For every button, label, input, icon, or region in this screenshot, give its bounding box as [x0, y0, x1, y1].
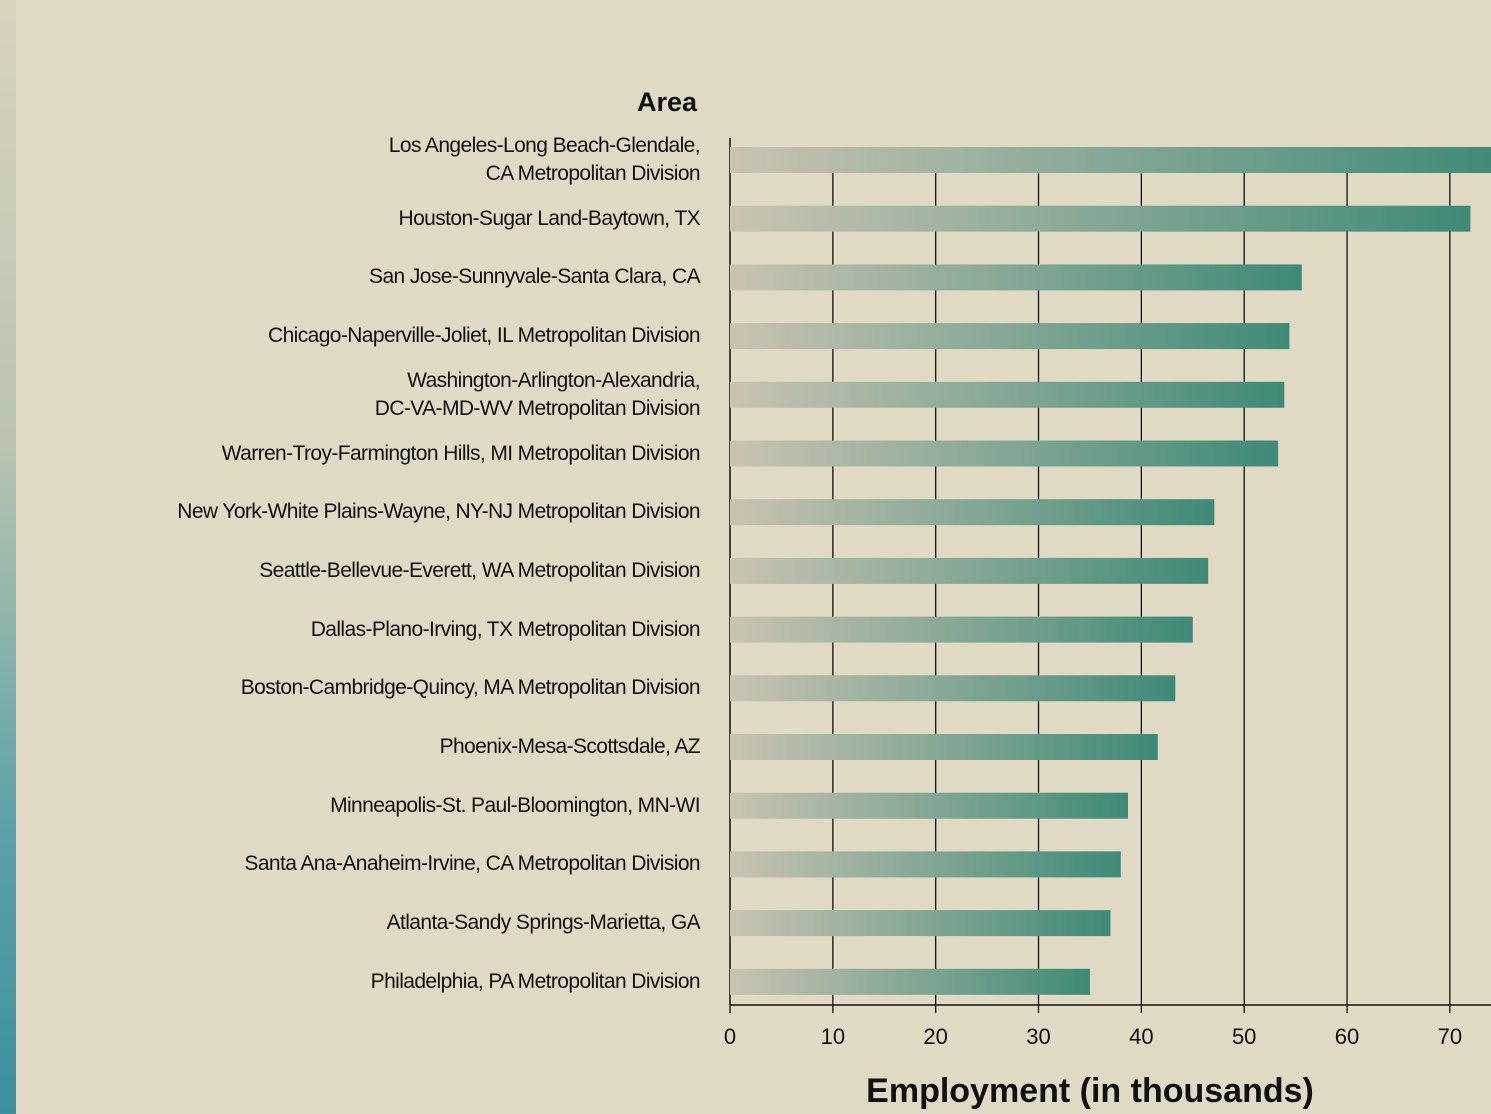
- y-tick-label: Boston-Cambridge-Quincy, MA Metropolitan…: [240, 676, 701, 700]
- bar: [730, 440, 1279, 467]
- bar: [730, 381, 1285, 408]
- y-axis-title: Area: [637, 87, 698, 117]
- bar: [730, 910, 1111, 937]
- bar: [730, 557, 1209, 584]
- x-tick-label: 60: [1335, 1024, 1359, 1049]
- y-tick-label: Phoenix-Mesa-Scottsdale, AZ: [439, 735, 701, 758]
- y-tick-label: Philadelphia, PA Metropolitan Division: [370, 969, 701, 993]
- y-tick-label: Washington-Arlington-Alexandria, DC-VA-M…: [374, 368, 701, 420]
- bar: [730, 147, 1491, 173]
- x-tick-label: 40: [1129, 1024, 1153, 1049]
- y-tick-label: San Jose-Sunnyvale-Santa Clara, CA: [369, 265, 701, 289]
- x-tick-label: 30: [1026, 1024, 1050, 1049]
- y-tick-label: Atlanta-Sandy Springs-Marietta, GA: [386, 911, 701, 935]
- y-tick-label: Warren-Troy-Farmington Hills, MI Metropo…: [221, 441, 701, 465]
- bar: [730, 734, 1158, 760]
- y-tick-label: Houston-Sugar Land-Baytown, TX: [398, 206, 701, 230]
- x-axis-title: Employment (in thousands): [866, 1072, 1314, 1110]
- x-tick-label: 70: [1438, 1024, 1462, 1049]
- bar: [730, 968, 1090, 995]
- x-tick-label: 0: [724, 1024, 736, 1049]
- x-tick-label: 20: [923, 1024, 947, 1049]
- bar: [730, 499, 1215, 526]
- y-tick-label: Santa Ana-Anaheim-Irvine, CA Metropolita…: [244, 852, 700, 876]
- bar: [730, 616, 1193, 643]
- bar: [730, 264, 1302, 291]
- y-tick-label: New York-White Plains-Wayne, NY-NJ Metro…: [177, 500, 700, 524]
- x-tick-label: 50: [1232, 1024, 1256, 1049]
- bar: [730, 205, 1471, 232]
- side-strip: [0, 0, 16, 1114]
- y-tick-label: Minneapolis-St. Paul-Bloomington, MN-WI: [330, 793, 701, 817]
- y-tick-label: Seattle-Bellevue-Everett, WA Metropolita…: [259, 558, 700, 582]
- y-tick-label: Chicago-Naperville-Joliet, IL Metropolit…: [268, 324, 701, 348]
- bar: [730, 851, 1121, 878]
- y-tick-label: Dallas-Plano-Irving, TX Metropolitan Div…: [310, 617, 701, 641]
- bar: [730, 323, 1290, 350]
- y-tick-label: Los Angeles-Long Beach-Glendale, CA Metr…: [388, 134, 701, 185]
- x-tick-label: 10: [821, 1024, 845, 1049]
- bar: [730, 792, 1128, 819]
- bar: [730, 675, 1176, 702]
